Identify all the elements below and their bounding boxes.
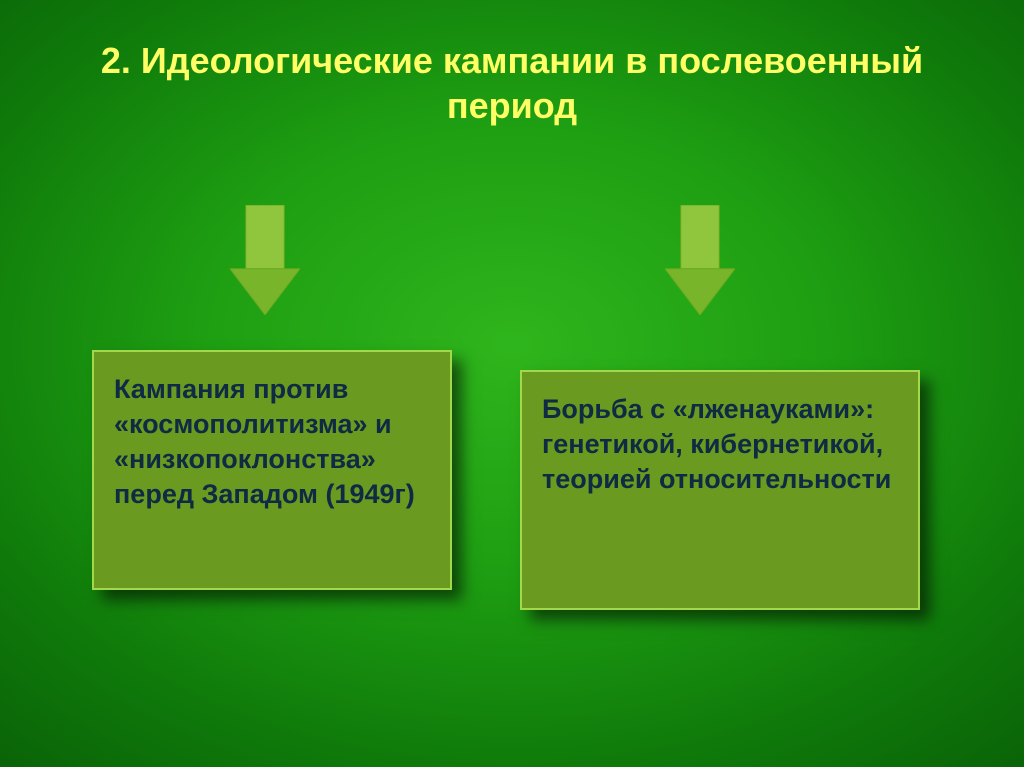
info-box-text: Кампания против «космополитизма» и «низк… [114, 372, 430, 512]
info-box-left: Кампания против «космополитизма» и «низк… [92, 350, 452, 590]
slide-title: 2. Идеологические кампании в послевоенны… [0, 38, 1024, 128]
info-box-right: Борьба с «лженауками»: генетикой, киберн… [520, 370, 920, 610]
slide: 2. Идеологические кампании в послевоенны… [0, 0, 1024, 767]
down-arrow-icon [230, 205, 300, 315]
info-box-text: Борьба с «лженауками»: генетикой, киберн… [542, 392, 898, 497]
down-arrow-icon [665, 205, 735, 315]
